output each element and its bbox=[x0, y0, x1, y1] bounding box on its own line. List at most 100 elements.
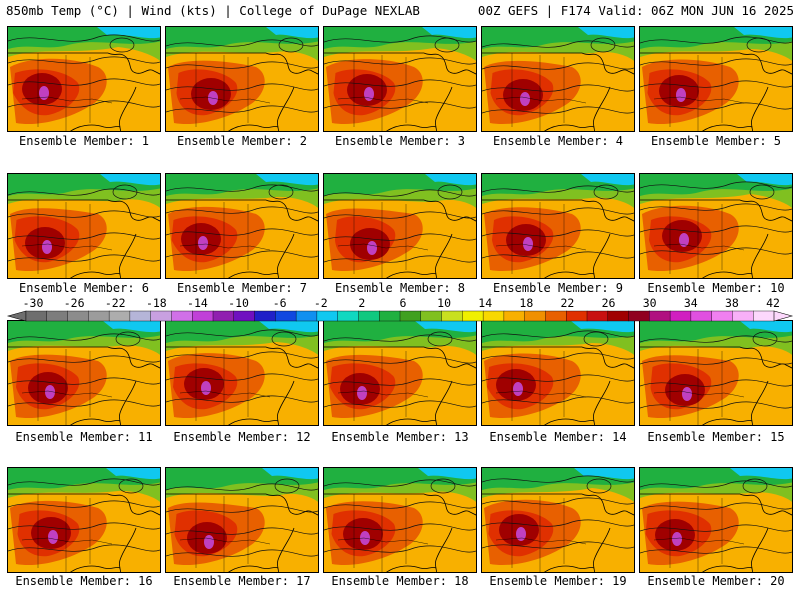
colorbar-swatch bbox=[88, 310, 110, 322]
ensemble-member-map bbox=[481, 467, 635, 573]
colorbar-swatch bbox=[233, 310, 256, 322]
ensemble-member-label: Ensemble Member: 1 bbox=[18, 134, 150, 148]
ensemble-member-label: Ensemble Member: 12 bbox=[173, 430, 311, 444]
ensemble-member-label: Ensemble Member: 3 bbox=[334, 134, 466, 148]
colorbar-swatch bbox=[108, 310, 131, 322]
ensemble-member-label: Ensemble Member: 16 bbox=[15, 574, 153, 588]
temperature-map bbox=[324, 468, 476, 572]
colorbar-tick-label: -30 bbox=[22, 296, 44, 310]
colorbar-swatch bbox=[150, 310, 172, 322]
ensemble-member-map bbox=[7, 320, 161, 426]
temperature-map bbox=[640, 468, 792, 572]
ensemble-member-map bbox=[639, 467, 793, 573]
ensemble-member-map bbox=[481, 26, 635, 132]
ensemble-member-map bbox=[165, 173, 319, 279]
temperature-map bbox=[8, 27, 160, 131]
colorbar-swatch bbox=[711, 310, 733, 322]
temperature-map bbox=[482, 174, 634, 278]
colorbar-swatch bbox=[212, 310, 235, 322]
colorbar-swatch bbox=[462, 310, 484, 322]
colorbar-labels: -30 -26 -22 -18 -14 -10 -6 -2 2 6 10 14 18 22 26 30 34 38… bbox=[4, 296, 796, 310]
ensemble-member-label: Ensemble Member: 14 bbox=[489, 430, 627, 444]
colorbar-tick-label: 6 bbox=[399, 296, 407, 310]
colorbar-swatch bbox=[67, 310, 89, 322]
ensemble-member-label: Ensemble Member: 18 bbox=[331, 574, 469, 588]
chart-title: 850mb Temp (°C) | Wind (kts) | College o… bbox=[6, 3, 420, 18]
temperature-map bbox=[166, 468, 318, 572]
ensemble-member-label: Ensemble Member: 9 bbox=[492, 281, 624, 295]
ensemble-member-map bbox=[323, 26, 477, 132]
colorbar-tick-label: 2 bbox=[358, 296, 366, 310]
ensemble-member-map bbox=[7, 467, 161, 573]
colorbar-tick-label: 38 bbox=[724, 296, 739, 310]
colorbar-tick-label: 22 bbox=[560, 296, 575, 310]
temperature-map bbox=[640, 321, 792, 425]
colorbar-swatch bbox=[420, 310, 443, 322]
temperature-map bbox=[166, 27, 318, 131]
colorbar-swatch bbox=[545, 310, 567, 322]
colorbar-swatch bbox=[254, 310, 276, 322]
colorbar-swatch bbox=[337, 310, 359, 322]
colorbar-tick-label: -6 bbox=[272, 296, 287, 310]
temperature-map bbox=[8, 174, 160, 278]
colorbar-swatch bbox=[607, 310, 630, 322]
ensemble-member-map bbox=[165, 467, 319, 573]
ensemble-member-label: Ensemble Member: 20 bbox=[647, 574, 785, 588]
temperature-map bbox=[324, 174, 476, 278]
colorbar-tick-label: -10 bbox=[228, 296, 249, 310]
colorbar-swatch bbox=[586, 310, 609, 322]
colorbar-swatch bbox=[379, 310, 401, 322]
colorbar-swatch bbox=[171, 310, 193, 322]
ensemble-member-map bbox=[481, 320, 635, 426]
ensemble-member-map bbox=[7, 173, 161, 279]
temperature-map bbox=[166, 321, 318, 425]
temperature-map bbox=[324, 321, 476, 425]
ensemble-member-label: Ensemble Member: 13 bbox=[331, 430, 469, 444]
temperature-map bbox=[324, 27, 476, 131]
ensemble-member-label: Ensemble Member: 7 bbox=[176, 281, 308, 295]
ensemble-member-label: Ensemble Member: 2 bbox=[176, 134, 308, 148]
colorbar-swatch bbox=[275, 310, 297, 322]
ensemble-member-label: Ensemble Member: 11 bbox=[15, 430, 153, 444]
ensemble-member-label: Ensemble Member: 8 bbox=[334, 281, 466, 295]
ensemble-member-map bbox=[639, 26, 793, 132]
colorbar-swatch bbox=[129, 310, 152, 322]
colorbar-swatch bbox=[669, 310, 692, 322]
colorbar-tick-label: 34 bbox=[683, 296, 698, 310]
colorbar-tick-label: 14 bbox=[478, 296, 493, 310]
colorbar: -30 -26 -22 -18 -14 -10 -6 -2 2 6 10 14 18 22 26 30 34 38… bbox=[4, 296, 796, 322]
ensemble-member-label: Ensemble Member: 6 bbox=[18, 281, 150, 295]
ensemble-member-map bbox=[165, 26, 319, 132]
colorbar-tick-label: 18 bbox=[519, 296, 534, 310]
colorbar-tick-label: -26 bbox=[63, 296, 85, 310]
colorbar-swatch bbox=[649, 310, 671, 322]
colorbar-swatch bbox=[358, 310, 380, 322]
ensemble-member-map bbox=[7, 26, 161, 132]
colorbar-tick-label: -22 bbox=[104, 296, 126, 310]
ensemble-member-label: Ensemble Member: 17 bbox=[173, 574, 311, 588]
colorbar-swatch bbox=[295, 310, 318, 322]
ensemble-member-label: Ensemble Member: 15 bbox=[647, 430, 785, 444]
colorbar-tick-label: 10 bbox=[437, 296, 452, 310]
colorbar-swatch bbox=[441, 310, 463, 322]
colorbar-tick-label: 42 bbox=[766, 296, 780, 310]
colorbar-tick-label: 30 bbox=[642, 296, 657, 310]
colorbar-swatch bbox=[192, 310, 214, 322]
ensemble-member-map bbox=[165, 320, 319, 426]
colorbar-tick-label: -14 bbox=[187, 296, 208, 310]
ensemble-member-map bbox=[323, 467, 477, 573]
colorbar-swatch bbox=[46, 310, 69, 322]
ensemble-member-map bbox=[639, 173, 793, 279]
ensemble-member-label: Ensemble Member: 10 bbox=[647, 281, 785, 295]
temperature-map bbox=[8, 321, 160, 425]
colorbar-swatch bbox=[503, 310, 526, 322]
colorbar-swatch bbox=[566, 310, 588, 322]
colorbar-tick-label: 26 bbox=[601, 296, 616, 310]
colorbar-swatch bbox=[524, 310, 546, 322]
colorbar-swatch bbox=[628, 310, 650, 322]
temperature-map bbox=[640, 174, 792, 278]
temperature-map bbox=[482, 321, 634, 425]
ensemble-member-map bbox=[639, 320, 793, 426]
colorbar-swatch bbox=[732, 310, 754, 322]
ensemble-member-map bbox=[323, 173, 477, 279]
